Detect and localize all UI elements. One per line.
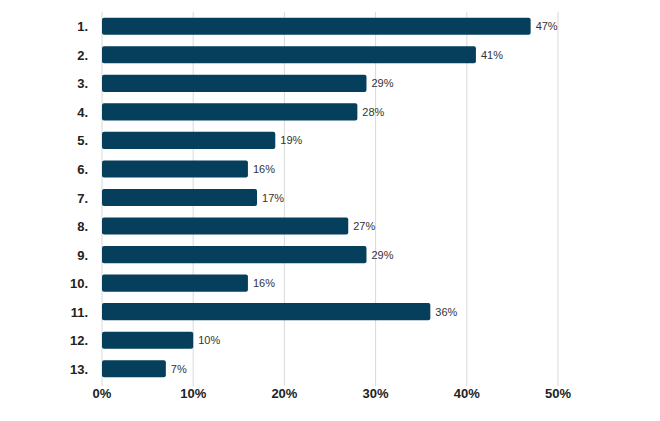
bar — [102, 275, 248, 292]
data-label: 16% — [253, 163, 275, 175]
tick-label: 20% — [271, 386, 297, 401]
data-label: 27% — [353, 220, 375, 232]
data-label: 28% — [362, 106, 384, 118]
grid-line — [375, 12, 376, 383]
bar — [102, 18, 531, 35]
chart-container: 0% 10% 20% 30% 40% 50% 47% 41% 29% 28% 19% 16% 17% 27… — [0, 0, 660, 421]
data-label: 41% — [481, 49, 503, 61]
bar — [102, 360, 166, 377]
category-label: 3. — [77, 76, 88, 91]
data-label: 16% — [253, 277, 275, 289]
bar — [102, 46, 476, 63]
data-label: 29% — [371, 77, 393, 89]
tick-label: 50% — [545, 386, 571, 401]
category-label: 8. — [77, 219, 88, 234]
category-label: 1. — [77, 19, 88, 34]
tick-label: 10% — [180, 386, 206, 401]
bar — [102, 332, 193, 349]
bar — [102, 75, 366, 92]
chart-svg: 0% 10% 20% 30% 40% 50% 47% 41% 29% 28% 19% 16% 17% 27… — [0, 0, 660, 421]
data-label: 7% — [171, 363, 187, 375]
bar — [102, 160, 248, 177]
bar — [102, 132, 275, 149]
data-labels: 47% 41% 29% 28% 19% 16% 17% 27% 29% 16% 36% 10% 7% — [171, 20, 558, 374]
data-label: 17% — [262, 192, 284, 204]
data-label: 29% — [371, 249, 393, 261]
category-label: 6. — [77, 162, 88, 177]
tick-label: 0% — [93, 386, 112, 401]
bar — [102, 217, 348, 234]
category-label: 11. — [71, 305, 88, 320]
bar — [102, 246, 366, 263]
data-label: 10% — [198, 334, 220, 346]
category-labels: 1. 2. 3. 4. 5. 6. 7. 8. 9. 10. 11. 12. 13. — [70, 19, 88, 376]
bars — [102, 18, 531, 378]
category-label: 4. — [77, 105, 88, 120]
bar — [102, 103, 357, 120]
category-label: 9. — [77, 248, 88, 263]
grid-line — [466, 12, 467, 383]
category-label: 12. — [70, 333, 88, 348]
category-label: 5. — [77, 133, 88, 148]
x-tick-labels: 0% 10% 20% 30% 40% 50% — [93, 386, 572, 401]
category-label: 2. — [77, 48, 88, 63]
data-label: 47% — [536, 20, 558, 32]
bar — [102, 189, 257, 206]
category-label: 7. — [77, 191, 88, 206]
data-label: 19% — [280, 134, 302, 146]
category-label: 10. — [70, 276, 88, 291]
grid — [102, 12, 558, 386]
tick-label: 40% — [454, 386, 480, 401]
grid-line — [558, 12, 559, 383]
data-label: 36% — [435, 306, 457, 318]
tick-label: 30% — [363, 386, 389, 401]
bar — [102, 303, 430, 320]
category-label: 13. — [70, 362, 88, 377]
